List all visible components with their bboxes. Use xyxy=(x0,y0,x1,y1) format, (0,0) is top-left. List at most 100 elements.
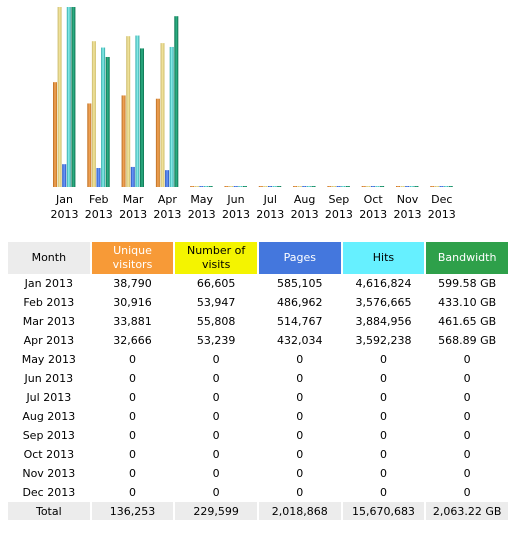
unique-visitors-cell: 0 xyxy=(128,429,136,442)
bandwidth-cell: 0 xyxy=(463,448,471,461)
bar-bandwidth-may xyxy=(208,186,213,187)
bar-pages-jun xyxy=(233,186,238,187)
x-tick-year: 2013 xyxy=(119,208,147,221)
x-tick-month: Dec xyxy=(431,193,452,206)
x-tick-year: 2013 xyxy=(256,208,284,221)
total-bandwidth: 2,063.22 GB xyxy=(426,502,508,520)
month-cell: May 2013 xyxy=(21,353,76,366)
x-tick-month: Nov xyxy=(397,193,419,206)
x-tick-year: 2013 xyxy=(291,208,319,221)
month-cell: Jun 2013 xyxy=(24,372,74,385)
bar-visits-jun xyxy=(229,186,234,187)
x-tick-month: Jun xyxy=(226,193,244,206)
bar-unique-visitors-oct xyxy=(361,186,366,187)
x-tick-month: Oct xyxy=(364,193,384,206)
x-tick-year: 2013 xyxy=(428,208,456,221)
bar-unique-visitors-jan xyxy=(53,82,57,187)
x-tick-month: Feb xyxy=(89,193,108,206)
total-unique-visitors: 136,253 xyxy=(91,502,174,520)
total-visits: 229,599 xyxy=(175,502,257,520)
bar-hits-apr xyxy=(169,46,174,188)
bar-bandwidth-aug xyxy=(311,186,316,187)
visits-cell: 0 xyxy=(212,353,220,366)
unique-visitors-cell: 38,790 xyxy=(113,277,152,290)
table-row: Nov 2013 0 0 0 0 0 xyxy=(8,464,508,483)
bar-bandwidth-mar xyxy=(140,48,144,187)
x-tick-year: 2013 xyxy=(222,208,250,221)
x-tick-year: 2013 xyxy=(85,208,113,221)
pages-cell: 486,962 xyxy=(277,296,323,309)
month-cell: Aug 2013 xyxy=(22,410,76,423)
bar-hits-sep xyxy=(341,186,346,187)
bar-visits-apr xyxy=(160,43,165,188)
table-row: Sep 2013 0 0 0 0 0 xyxy=(8,426,508,445)
visits-cell: 53,239 xyxy=(196,334,236,347)
hits-cell: 0 xyxy=(379,353,387,366)
table-row: May 2013 0 0 0 0 0 xyxy=(8,350,508,369)
unique-visitors-cell: 33,881 xyxy=(113,315,152,328)
total-pages: 2,018,868 xyxy=(258,502,341,520)
bar-unique-visitors-nov xyxy=(396,186,400,187)
x-tick-month: Apr xyxy=(158,193,178,206)
month-cell: Jan 2013 xyxy=(24,277,74,290)
unique-visitors-cell: 0 xyxy=(128,467,136,480)
table-row: Dec 2013 0 0 0 0 0 xyxy=(8,483,508,502)
bar-hits-jul xyxy=(272,186,277,187)
bar-pages-jul xyxy=(268,186,272,187)
header-unique-visitors: Unique visitors xyxy=(91,242,174,274)
bar-hits-aug xyxy=(306,186,311,187)
hits-cell: 4,616,824 xyxy=(355,277,412,290)
table-total-row: Total 136,253 229,599 2,018,868 15,670,6… xyxy=(8,502,508,520)
month-cell: Apr 2013 xyxy=(23,334,75,347)
bar-bandwidth-nov xyxy=(414,186,419,187)
bar-unique-visitors-dec xyxy=(430,186,435,187)
bar-hits-jun xyxy=(238,186,243,187)
pages-cell: 0 xyxy=(296,448,304,461)
bar-pages-nov xyxy=(405,186,410,187)
pages-cell: 0 xyxy=(296,486,304,499)
x-tick-month: Jan xyxy=(55,193,73,206)
pages-cell: 0 xyxy=(296,410,304,423)
bar-unique-visitors-jul xyxy=(258,186,263,187)
bandwidth-cell: 0 xyxy=(463,429,471,442)
visits-cell: 0 xyxy=(212,391,220,404)
chart-bars xyxy=(53,7,453,188)
bar-pages-dec xyxy=(439,186,444,187)
month-cell: Sep 2013 xyxy=(22,429,75,442)
bar-bandwidth-jul xyxy=(277,186,282,187)
bandwidth-cell: 568.89 GB xyxy=(438,334,497,347)
bar-visits-feb xyxy=(91,41,96,188)
bar-bandwidth-jun xyxy=(242,186,247,187)
bandwidth-cell: 0 xyxy=(463,467,471,480)
unique-visitors-cell: 0 xyxy=(128,391,136,404)
pages-cell: 0 xyxy=(296,391,304,404)
bar-visits-sep xyxy=(332,186,336,187)
visits-cell: 0 xyxy=(212,372,220,385)
pages-cell: 0 xyxy=(296,467,304,480)
hits-cell: 3,576,665 xyxy=(355,296,412,309)
visits-cell: 0 xyxy=(212,448,220,461)
bar-hits-feb xyxy=(101,47,106,187)
bandwidth-cell: 0 xyxy=(463,372,471,385)
monthly-bar-chart: Jan 2013 Feb 2013 Mar 2013 Apr 2013 May 2013 Jun 20… xyxy=(51,7,456,221)
bar-bandwidth-sep xyxy=(345,186,350,187)
total-label: Total xyxy=(8,502,90,520)
bar-visits-nov xyxy=(400,186,405,187)
bar-bandwidth-feb xyxy=(105,56,110,188)
hits-cell: 0 xyxy=(379,486,387,499)
bandwidth-cell: 0 xyxy=(463,353,471,366)
hits-cell: 0 xyxy=(379,410,387,423)
bar-visits-oct xyxy=(366,186,371,187)
unique-visitors-cell: 0 xyxy=(128,448,136,461)
visits-cell: 0 xyxy=(212,410,220,423)
pages-cell: 0 xyxy=(296,429,304,442)
x-tick-month: Aug xyxy=(294,193,315,206)
bar-visits-mar xyxy=(126,36,131,188)
pages-cell: 514,767 xyxy=(277,315,323,328)
visits-cell: 53,947 xyxy=(196,296,236,309)
bandwidth-cell: 461.65 GB xyxy=(438,315,497,328)
month-cell: Nov 2013 xyxy=(22,467,76,480)
header-hits: Hits xyxy=(342,242,425,274)
x-tick-month: Jul xyxy=(263,193,277,206)
unique-visitors-cell: 0 xyxy=(128,372,136,385)
